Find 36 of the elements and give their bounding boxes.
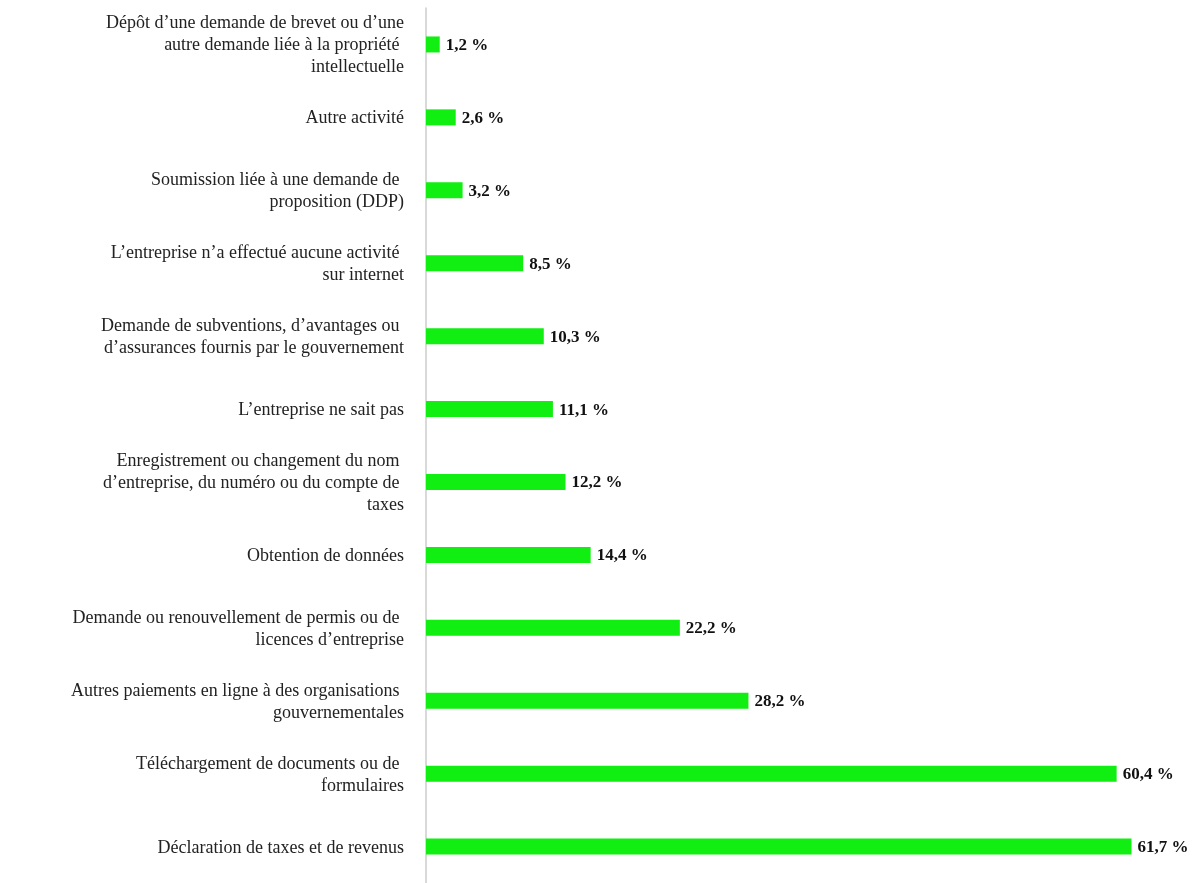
data-label: 61,7 % (1137, 837, 1189, 857)
y-tick-label: L’entreprise n’a effectué aucune activité sur internet (110, 242, 404, 285)
data-label: 11,1 % (558, 399, 609, 419)
y-tick-label: Déclaration de taxes et de revenus (157, 836, 404, 857)
y-tick-label: Soumission liée à une demande de proposition (DDP) (151, 169, 404, 213)
data-label: 28,2 % (754, 691, 806, 711)
data-label: 3,2 % (468, 180, 512, 200)
y-tick-label: Demande de subventions, d’avantages ou d’assurances fournis par le gouvernement (101, 315, 404, 358)
bar (426, 255, 524, 272)
bar (426, 182, 463, 199)
data-label: 8,5 % (529, 253, 572, 273)
data-label: 14,4 % (596, 545, 648, 565)
bar (426, 619, 680, 636)
y-tick-label: Autres paiements en ligne à des organisations gouvernementales (70, 679, 404, 722)
bar (426, 36, 440, 53)
y-tick-label: Dépôt d’une demande de brevet ou d’une autre demande liée à la propriété intellectuelle (106, 12, 405, 77)
y-tick-label: L’entreprise ne sait pas (238, 399, 404, 420)
bar (426, 401, 553, 418)
bar (426, 328, 544, 345)
data-label: 1,2 % (445, 34, 489, 54)
y-tick-label: Demande ou renouvellement de permis ou de licences d’entreprise (72, 606, 405, 649)
bar (426, 692, 749, 709)
y-tick-label: Téléchargement de documents ou de formulaires (135, 752, 404, 795)
bar (426, 838, 1132, 855)
y-tick-label: Autre activité (305, 107, 404, 128)
y-tick-label: Enregistrement ou changement du nom d’entreprise, du numéro ou du compte de taxes (103, 449, 404, 514)
data-label: 10,3 % (549, 326, 601, 346)
y-tick-label: Obtention de données (247, 544, 404, 565)
data-label: 12,2 % (571, 472, 623, 492)
data-label: 22,2 % (685, 618, 737, 638)
bar (426, 546, 591, 563)
bar (426, 473, 566, 490)
bar (426, 765, 1117, 782)
bar (426, 109, 456, 126)
data-label: 2,6 % (461, 107, 505, 127)
data-label: 60,4 % (1122, 764, 1174, 784)
